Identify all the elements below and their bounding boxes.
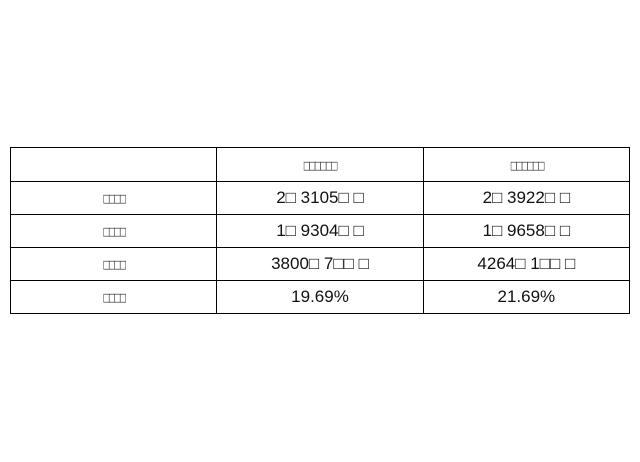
table-cell: 1□ 9658□ □	[422, 214, 631, 248]
table-row: □□□□ 3800□ 7□□ □ 4264□ 1□□ □	[9, 247, 631, 281]
row-label: □□□□	[9, 247, 218, 281]
table-cell: 1□ 9304□ □	[216, 214, 424, 248]
header-cell: □□□□□□	[422, 147, 631, 182]
table-cell: 4264□ 1□□ □	[422, 247, 631, 281]
row-label-text: □□□□	[102, 258, 127, 271]
row-label: □□□□	[9, 280, 218, 314]
row-label-text: □□□□	[102, 225, 127, 238]
table-cell: 2□ 3105□ □	[216, 181, 424, 215]
table-row: □□□□ 19.69% 21.69%	[9, 280, 631, 314]
header-text: □□□□□□	[509, 158, 545, 172]
table-cell: 19.69%	[216, 280, 424, 314]
table-row: □□□□ 1□ 9304□ □ 1□ 9658□ □	[9, 214, 631, 248]
row-label: □□□□	[9, 181, 218, 215]
row-label: □□□□	[9, 214, 218, 248]
table-cell: 3800□ 7□□ □	[216, 247, 424, 281]
table-cell: 21.69%	[422, 280, 631, 314]
table-row: □□□□ 2□ 3105□ □ 2□ 3922□ □	[9, 181, 631, 215]
data-table: □□□□□□ □□□□□□ □□□□ 2□ 3105□ □ 2□ 3922□ □…	[9, 147, 631, 314]
header-cell-empty	[9, 147, 218, 182]
header-cell: □□□□□□	[216, 147, 424, 182]
header-row: □□□□□□ □□□□□□	[9, 147, 631, 182]
header-text: □□□□□□	[303, 158, 338, 172]
table-cell: 2□ 3922□ □	[422, 181, 631, 215]
row-label-text: □□□□	[102, 291, 127, 304]
row-label-text: □□□□	[102, 192, 127, 205]
